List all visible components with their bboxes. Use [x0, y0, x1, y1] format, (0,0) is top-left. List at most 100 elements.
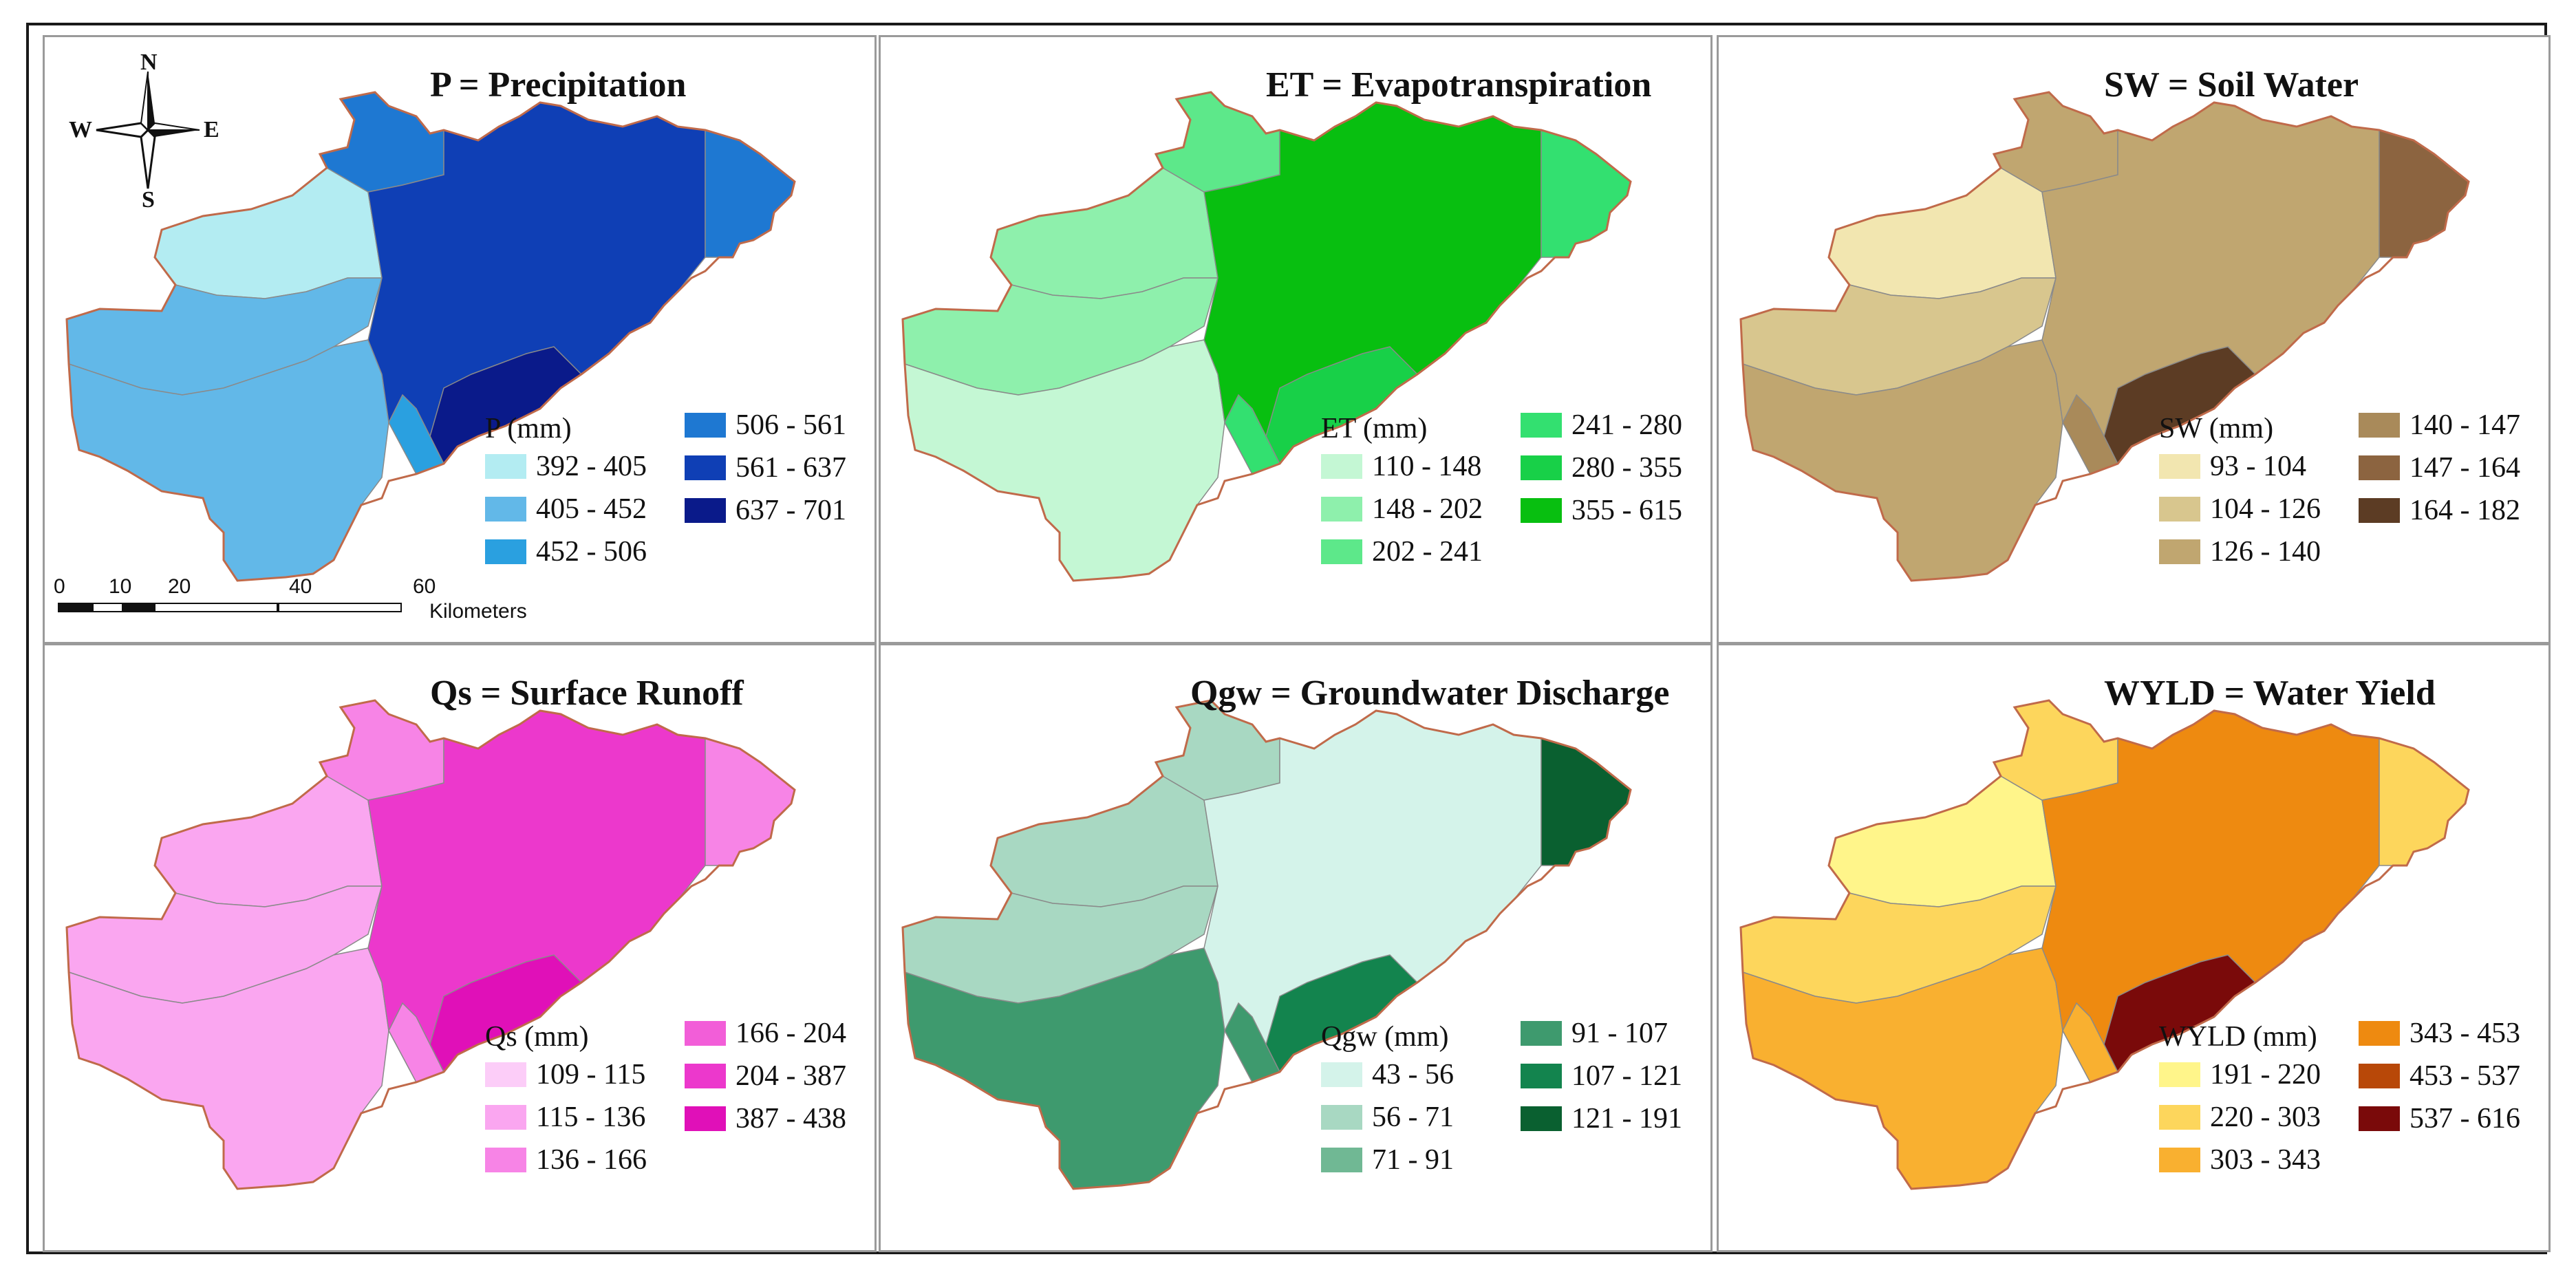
- watershed-boundary: [65, 91, 796, 582]
- legend-item: 121 - 191: [1521, 1102, 1682, 1135]
- legend-label: 387 - 438: [736, 1103, 846, 1135]
- legend-label: 107 - 121: [1571, 1060, 1682, 1092]
- legend-label: 43 - 56: [1372, 1059, 1454, 1090]
- legend-item: 104 - 126: [2159, 493, 2321, 526]
- watershed-map: [1739, 91, 2470, 582]
- watershed-map: [65, 91, 796, 582]
- legend-item: 166 - 204: [685, 1017, 846, 1050]
- scale-bar: 0 10 20 40 60 Kilometers: [54, 575, 527, 623]
- legend-swatch: [485, 1148, 526, 1172]
- legend-swatch: [1321, 454, 1362, 479]
- legend-swatch: [1521, 1064, 1562, 1088]
- compass-west-label: W: [69, 117, 92, 142]
- legend-item: 241 - 280: [1521, 409, 1682, 442]
- legend-item: 343 - 453: [2359, 1017, 2520, 1050]
- legend-swatch: [1521, 413, 1562, 438]
- legend-swatch: [1321, 539, 1362, 564]
- legend-label: 202 - 241: [1372, 536, 1483, 568]
- legend-item: 355 - 615: [1521, 494, 1682, 527]
- legend-swatch: [685, 1106, 726, 1131]
- legend-item: 303 - 343: [2159, 1143, 2321, 1176]
- legend-label: 204 - 387: [736, 1060, 846, 1092]
- panel-title: SW = Soil Water: [2104, 65, 2359, 105]
- legend-label: 355 - 615: [1571, 495, 1682, 526]
- legend-item: 43 - 56: [1321, 1058, 1454, 1091]
- legend-swatch: [2159, 497, 2200, 522]
- legend-label: 191 - 220: [2210, 1059, 2321, 1090]
- legend-item: 110 - 148: [1321, 450, 1481, 483]
- legend-item: 392 - 405: [485, 450, 647, 483]
- compass-east-label: E: [204, 117, 219, 142]
- legend-swatch: [2159, 1062, 2200, 1087]
- legend-title: Qs (mm): [485, 1021, 589, 1053]
- legend-label: 392 - 405: [536, 451, 647, 482]
- watershed-map: [901, 699, 1632, 1190]
- panel-title: WYLD = Water Yield: [2104, 674, 2436, 713]
- legend-label: 537 - 616: [2409, 1103, 2520, 1135]
- subbasin-polygon: [705, 129, 795, 258]
- legend-item: 136 - 166: [485, 1143, 647, 1176]
- legend-item: 93 - 104: [2159, 450, 2306, 483]
- legend-swatch: [2359, 1106, 2400, 1131]
- panel-surface-runoff: Qs = Surface Runoff Qs (mm) 109 - 115 115 -…: [43, 643, 877, 1252]
- legend-swatch: [485, 454, 526, 479]
- legend-item: 220 - 303: [2159, 1101, 2321, 1134]
- legend-swatch: [685, 1064, 726, 1088]
- legend-item: 164 - 182: [2359, 494, 2520, 527]
- legend-label: 121 - 191: [1571, 1103, 1682, 1135]
- legend-swatch: [685, 498, 726, 523]
- legend-swatch: [2159, 1105, 2200, 1130]
- legend-label: 93 - 104: [2210, 451, 2306, 482]
- legend-item: 452 - 506: [485, 535, 647, 568]
- legend-item: 537 - 616: [2359, 1102, 2520, 1135]
- legend-swatch: [1321, 1062, 1362, 1087]
- legend-label: 166 - 204: [736, 1018, 846, 1049]
- subbasin-polygon: [1541, 129, 1631, 258]
- legend-swatch: [485, 1105, 526, 1130]
- legend-title: Qgw (mm): [1321, 1021, 1449, 1053]
- subbasin-polygon: [2379, 129, 2469, 258]
- legend-swatch: [2359, 1021, 2400, 1046]
- legend-swatch: [2359, 455, 2400, 480]
- legend-label: 148 - 202: [1372, 493, 1483, 525]
- legend-swatch: [1321, 497, 1362, 522]
- legend-label: 109 - 115: [536, 1059, 646, 1090]
- legend-label: 164 - 182: [2409, 495, 2520, 526]
- legend-label: 405 - 452: [536, 493, 647, 525]
- watershed-boundary: [1739, 699, 2470, 1190]
- compass-north-label: N: [140, 50, 158, 75]
- watershed-boundary: [65, 699, 796, 1190]
- legend-label: 561 - 637: [736, 452, 846, 484]
- legend-item: 637 - 701: [685, 494, 846, 527]
- watershed-boundary: [901, 91, 1632, 582]
- scale-unit-label: Kilometers: [429, 600, 527, 623]
- panel-evapotranspiration: ET = Evapotranspiration ET (mm) 110 - 148 1…: [879, 35, 1713, 644]
- watershed-map: [901, 91, 1632, 582]
- legend-label: 104 - 126: [2210, 493, 2321, 525]
- legend-label: 147 - 164: [2409, 452, 2520, 484]
- legend-item: 204 - 387: [685, 1060, 846, 1093]
- legend-item: 140 - 147: [2359, 409, 2520, 442]
- legend-title: ET (mm): [1321, 413, 1428, 444]
- scale-tick: 0: [54, 575, 65, 598]
- legend-item: 202 - 241: [1321, 535, 1483, 568]
- legend-swatch: [1521, 455, 1562, 480]
- legend-swatch: [2159, 454, 2200, 479]
- legend-label: 637 - 701: [736, 495, 846, 526]
- legend-item: 191 - 220: [2159, 1058, 2321, 1091]
- legend-swatch: [485, 539, 526, 564]
- legend-swatch: [685, 1021, 726, 1046]
- legend-label: 71 - 91: [1372, 1144, 1454, 1176]
- compass-south-label: S: [142, 187, 155, 213]
- legend-label: 115 - 136: [536, 1101, 646, 1133]
- panel-groundwater-discharge: Qgw = Groundwater Discharge Qgw (mm) 43 - …: [879, 643, 1713, 1252]
- legend-item: 71 - 91: [1321, 1143, 1454, 1176]
- panel-water-yield: WYLD = Water Yield WYLD (mm) 191 - 220 220 …: [1717, 643, 2551, 1252]
- legend-swatch: [1521, 1106, 1562, 1131]
- legend-swatch: [2159, 1148, 2200, 1172]
- scale-tick: 20: [168, 575, 191, 598]
- legend-item: 561 - 637: [685, 451, 846, 484]
- legend-swatch: [2359, 413, 2400, 438]
- legend-label: 453 - 537: [2409, 1060, 2520, 1092]
- subbasin-polygon: [2379, 737, 2469, 866]
